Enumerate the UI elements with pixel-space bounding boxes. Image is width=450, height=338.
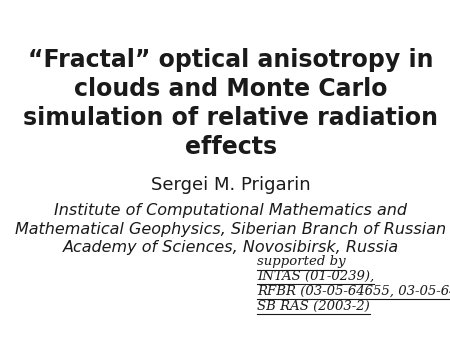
Text: Institute of Computational Mathematics and
Mathematical Geophysics, Siberian Bra: Institute of Computational Mathematics a…	[15, 203, 446, 256]
Text: SB RAS (2003-2): SB RAS (2003-2)	[257, 300, 369, 313]
Text: “Fractal” optical anisotropy in
clouds and Monte Carlo
simulation of relative ra: “Fractal” optical anisotropy in clouds a…	[23, 48, 438, 159]
Text: RFBR (03-05-64655, 03-05-64745),: RFBR (03-05-64655, 03-05-64745),	[257, 285, 450, 298]
Text: Sergei M. Prigarin: Sergei M. Prigarin	[151, 176, 310, 194]
Text: supported by: supported by	[257, 255, 346, 268]
Text: INTAS (01-0239),: INTAS (01-0239),	[257, 270, 374, 283]
